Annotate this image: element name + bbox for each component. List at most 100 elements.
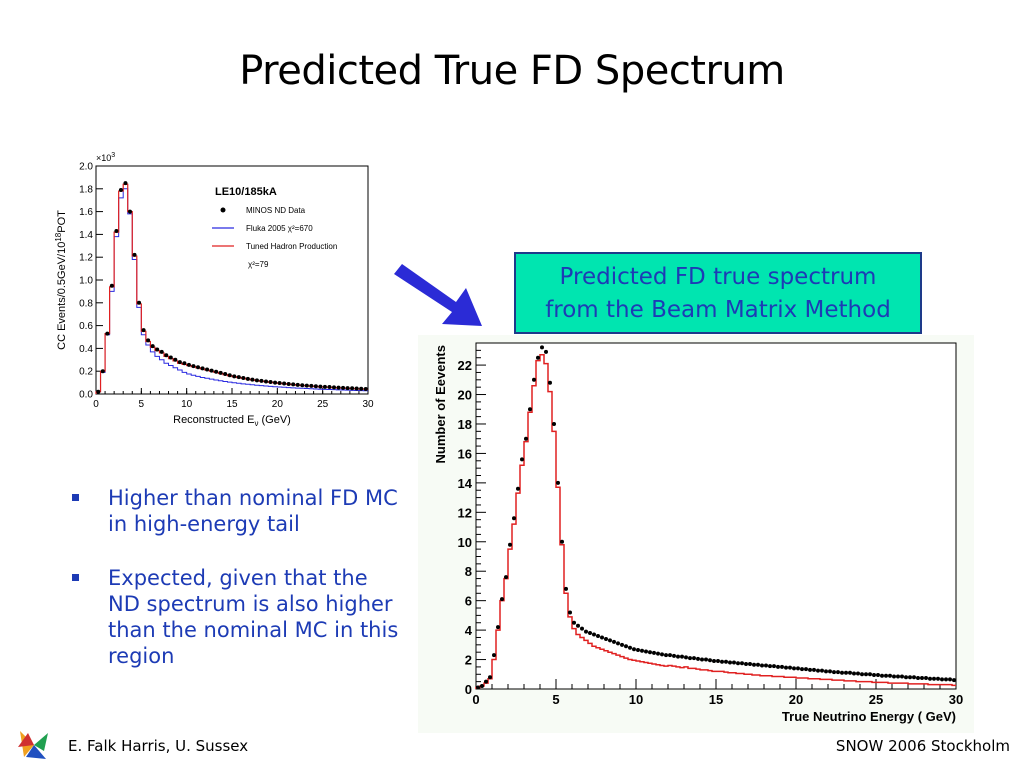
nd-data-point (259, 378, 264, 383)
nd-data-point (123, 181, 128, 186)
nd-data-point (245, 376, 250, 381)
prediction-data-point (772, 664, 776, 669)
nd-data-point (100, 369, 105, 374)
x-tick-label: 5 (552, 692, 559, 707)
nd-data-point (109, 283, 114, 288)
prediction-data-point (508, 542, 512, 547)
nd-data-point (177, 360, 182, 365)
x-tick-label: 0 (93, 399, 99, 410)
prediction-data-point (776, 664, 780, 669)
x-tick-label: 5 (139, 399, 145, 410)
nd-data-point (332, 385, 336, 390)
callout-box: Predicted FD true spectrum from the Beam… (514, 252, 922, 334)
nd-data-point (264, 379, 268, 384)
nd-data-point (96, 389, 101, 394)
prediction-data-point (892, 674, 896, 679)
prediction-data-point (504, 575, 508, 580)
nd-data-point (196, 365, 200, 370)
nd-data-point (363, 386, 368, 391)
prediction-data-point (720, 659, 724, 664)
prediction-data-point (628, 645, 632, 650)
prediction-data-point (568, 610, 572, 615)
legend-label: MINOS ND Data (246, 206, 306, 215)
prediction-data-point (824, 669, 828, 674)
prediction-data-point (588, 631, 592, 636)
nd-data-point (137, 300, 142, 305)
y-axis-label: CC Events/0.5GeV/1018POT (54, 210, 68, 350)
prediction-data-point (580, 626, 584, 631)
prediction-data-point (480, 684, 484, 689)
chart-title: LE10/185kA (215, 186, 277, 198)
y-tick-label: 4 (465, 623, 473, 638)
prediction-data-point (780, 664, 784, 669)
prediction-data-point (884, 673, 888, 678)
y-tick-label: 1.8 (79, 184, 93, 195)
nd-data-point (250, 377, 255, 382)
prediction-data-point (544, 349, 548, 354)
prediction-data-point (936, 676, 940, 681)
legend-label: Tuned Hadron Production (246, 242, 337, 251)
y-tick-label: 0.6 (79, 321, 93, 332)
prediction-data-point (748, 661, 752, 666)
nd-data-point (313, 384, 318, 389)
prediction-data-point (712, 659, 716, 664)
nd-data-point (214, 369, 219, 374)
prediction-data-point (828, 669, 832, 674)
prediction-data-point (500, 597, 504, 602)
prediction-data-point (784, 665, 788, 670)
prediction-data-point (880, 673, 884, 678)
series-nominal-mc-line (475, 354, 956, 689)
x-tick-label: 20 (272, 399, 284, 410)
callout-line-1: Predicted FD true spectrum (559, 264, 877, 290)
prediction-data-point (524, 436, 528, 441)
fd-spectrum-chart: 0 5 10 15 20 25 30 0 2 4 6 8 10 12 14 16 18 20 22 True Neut… (418, 335, 974, 733)
prediction-data-point (636, 647, 640, 652)
prediction-data-point (656, 651, 660, 656)
prediction-data-point (688, 656, 692, 661)
prediction-data-point (912, 675, 916, 680)
y-tick-label: 1.2 (79, 253, 93, 264)
prediction-data-point (608, 638, 612, 643)
prediction-data-point (796, 666, 800, 671)
nd-data-point (236, 375, 241, 380)
prediction-data-point (540, 345, 544, 350)
x-tick-label: 30 (362, 399, 374, 410)
footer-event: SNOW 2006 Stockholm (835, 737, 1010, 755)
prediction-data-point (600, 635, 604, 640)
prediction-data-point (496, 625, 500, 630)
nd-data-point (286, 381, 291, 386)
nd-data-point (345, 386, 350, 391)
prediction-data-point (836, 670, 840, 675)
nd-data-point (282, 381, 287, 386)
nd-data-point (227, 373, 232, 378)
nd-data-point (277, 381, 282, 386)
prediction-data-point (708, 658, 712, 663)
y-tick-label: 0.8 (79, 298, 93, 309)
x-tick-label: 10 (181, 399, 193, 410)
prediction-data-point (664, 653, 668, 658)
prediction-data-point (736, 661, 740, 666)
prediction-data-point (528, 407, 532, 412)
prediction-data-point (536, 355, 540, 360)
nd-data-point (268, 380, 273, 385)
nd-data-point (223, 372, 228, 377)
prediction-data-point (476, 685, 480, 690)
prediction-data-point (704, 657, 708, 662)
nd-data-point (146, 338, 151, 343)
prediction-data-point (952, 678, 956, 683)
nd-data-point (186, 362, 191, 367)
prediction-data-point (548, 380, 552, 385)
prediction-data-point (908, 675, 912, 680)
prediction-data-point (732, 660, 736, 665)
nd-data-point (322, 384, 327, 389)
prediction-data-point (620, 642, 624, 647)
prediction-data-point (684, 655, 688, 660)
y-tick-label: 2.0 (79, 162, 93, 173)
prediction-data-point (512, 516, 516, 521)
prediction-data-point (940, 677, 944, 682)
nd-data-point (341, 385, 346, 390)
prediction-data-point (768, 664, 772, 669)
y-tick-label: 16 (458, 446, 472, 461)
nd-data-point (118, 187, 123, 192)
prediction-data-point (840, 670, 844, 675)
